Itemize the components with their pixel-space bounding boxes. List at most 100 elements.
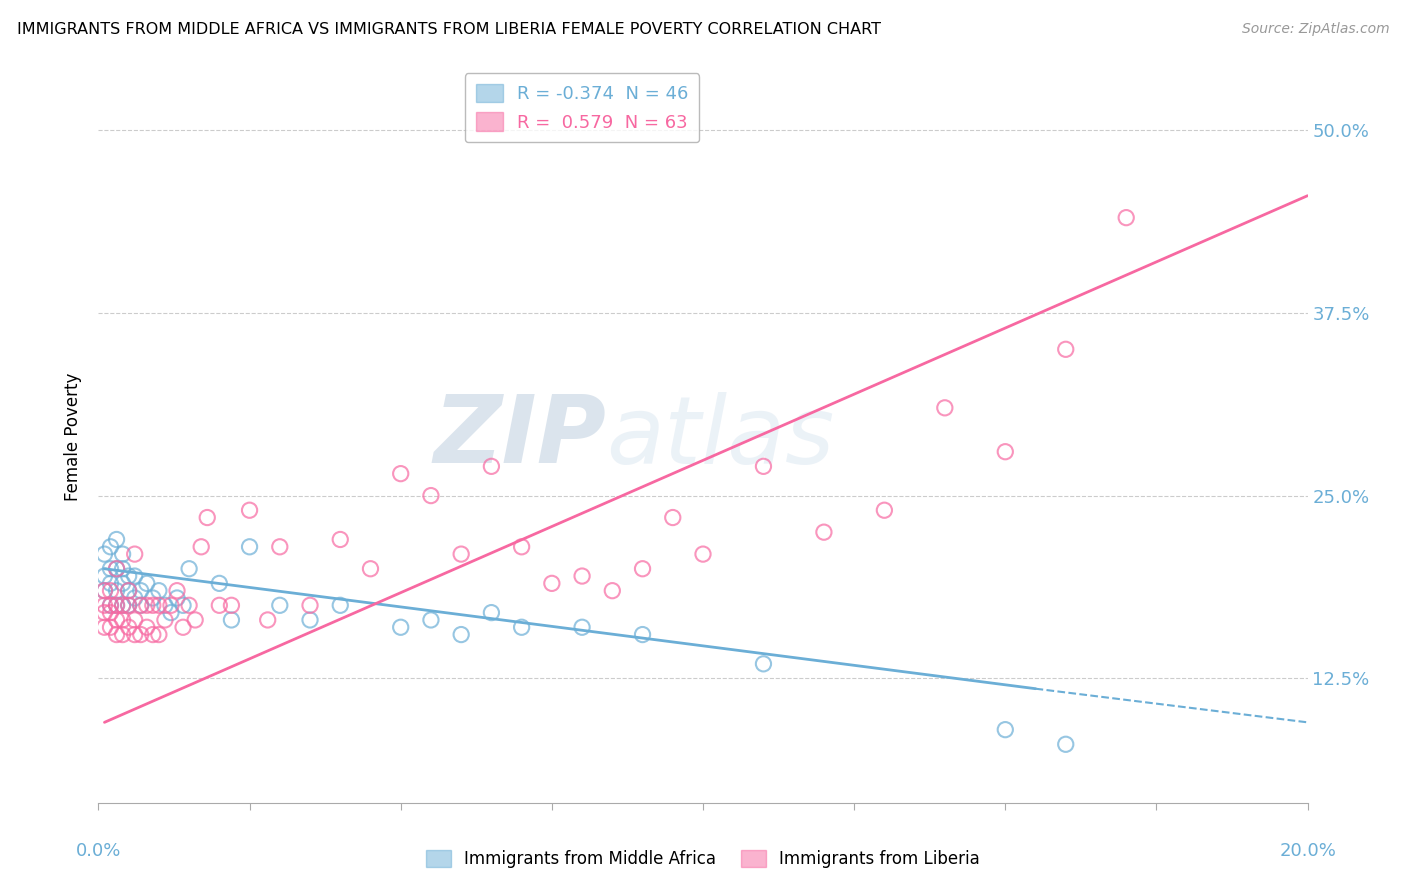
- Point: [129, 599, 152, 613]
- Point: [118, 620, 141, 634]
- Text: atlas: atlas: [606, 392, 835, 483]
- Point: [208, 576, 231, 591]
- Point: [153, 613, 176, 627]
- Point: [360, 562, 382, 576]
- Point: [129, 583, 152, 598]
- Point: [118, 569, 141, 583]
- Point: [166, 583, 188, 598]
- Point: [752, 657, 775, 671]
- Point: [100, 599, 122, 613]
- Point: [221, 599, 243, 613]
- Legend: Immigrants from Middle Africa, Immigrants from Liberia: Immigrants from Middle Africa, Immigrant…: [419, 843, 987, 875]
- Point: [111, 599, 134, 613]
- Point: [299, 613, 322, 627]
- Text: Source: ZipAtlas.com: Source: ZipAtlas.com: [1241, 22, 1389, 37]
- Point: [111, 562, 134, 576]
- Point: [118, 583, 141, 598]
- Point: [100, 606, 122, 620]
- Point: [118, 599, 141, 613]
- Point: [269, 599, 291, 613]
- Point: [329, 599, 352, 613]
- Point: [239, 503, 262, 517]
- Point: [172, 620, 194, 634]
- Point: [105, 562, 128, 576]
- Point: [100, 562, 122, 576]
- Point: [135, 576, 157, 591]
- Point: [93, 620, 115, 634]
- Point: [420, 489, 443, 503]
- Point: [1115, 211, 1137, 225]
- Point: [873, 503, 896, 517]
- Point: [179, 562, 201, 576]
- Point: [100, 620, 122, 634]
- Text: ZIP: ZIP: [433, 391, 606, 483]
- Point: [111, 613, 134, 627]
- Point: [105, 613, 128, 627]
- Point: [994, 444, 1017, 458]
- Point: [184, 613, 207, 627]
- Point: [1054, 343, 1077, 357]
- Point: [118, 599, 141, 613]
- Point: [100, 583, 122, 598]
- Point: [571, 620, 593, 634]
- Y-axis label: Female Poverty: Female Poverty: [65, 373, 83, 501]
- Point: [93, 569, 115, 583]
- Point: [221, 613, 243, 627]
- Point: [661, 510, 683, 524]
- Point: [111, 627, 134, 641]
- Point: [135, 599, 157, 613]
- Point: [148, 627, 170, 641]
- Point: [129, 627, 152, 641]
- Point: [93, 599, 115, 613]
- Point: [540, 576, 562, 591]
- Point: [118, 583, 141, 598]
- Point: [124, 613, 146, 627]
- Point: [105, 562, 128, 576]
- Point: [420, 613, 443, 627]
- Point: [100, 540, 122, 554]
- Point: [195, 510, 218, 524]
- Point: [631, 627, 654, 641]
- Point: [1054, 737, 1077, 751]
- Point: [166, 591, 188, 605]
- Point: [142, 599, 165, 613]
- Point: [160, 599, 183, 613]
- Point: [256, 613, 278, 627]
- Point: [934, 401, 956, 415]
- Point: [105, 627, 128, 641]
- Point: [142, 627, 165, 641]
- Point: [602, 583, 624, 598]
- Point: [93, 583, 115, 598]
- Point: [111, 547, 134, 561]
- Point: [813, 525, 835, 540]
- Point: [142, 591, 165, 605]
- Point: [105, 599, 128, 613]
- Text: IMMIGRANTS FROM MIDDLE AFRICA VS IMMIGRANTS FROM LIBERIA FEMALE POVERTY CORRELAT: IMMIGRANTS FROM MIDDLE AFRICA VS IMMIGRA…: [17, 22, 882, 37]
- Point: [329, 533, 352, 547]
- Point: [571, 569, 593, 583]
- Point: [124, 627, 146, 641]
- Point: [752, 459, 775, 474]
- Point: [208, 599, 231, 613]
- Point: [389, 620, 412, 634]
- Point: [481, 606, 503, 620]
- Point: [93, 583, 115, 598]
- Point: [190, 540, 212, 554]
- Point: [450, 547, 472, 561]
- Point: [160, 606, 183, 620]
- Text: 0.0%: 0.0%: [76, 842, 121, 860]
- Point: [450, 627, 472, 641]
- Point: [172, 599, 194, 613]
- Point: [153, 599, 176, 613]
- Point: [510, 620, 533, 634]
- Point: [93, 547, 115, 561]
- Point: [105, 599, 128, 613]
- Point: [111, 576, 134, 591]
- Point: [994, 723, 1017, 737]
- Point: [129, 599, 152, 613]
- Point: [105, 583, 128, 598]
- Text: 20.0%: 20.0%: [1279, 842, 1336, 860]
- Point: [148, 599, 170, 613]
- Point: [631, 562, 654, 576]
- Point: [124, 569, 146, 583]
